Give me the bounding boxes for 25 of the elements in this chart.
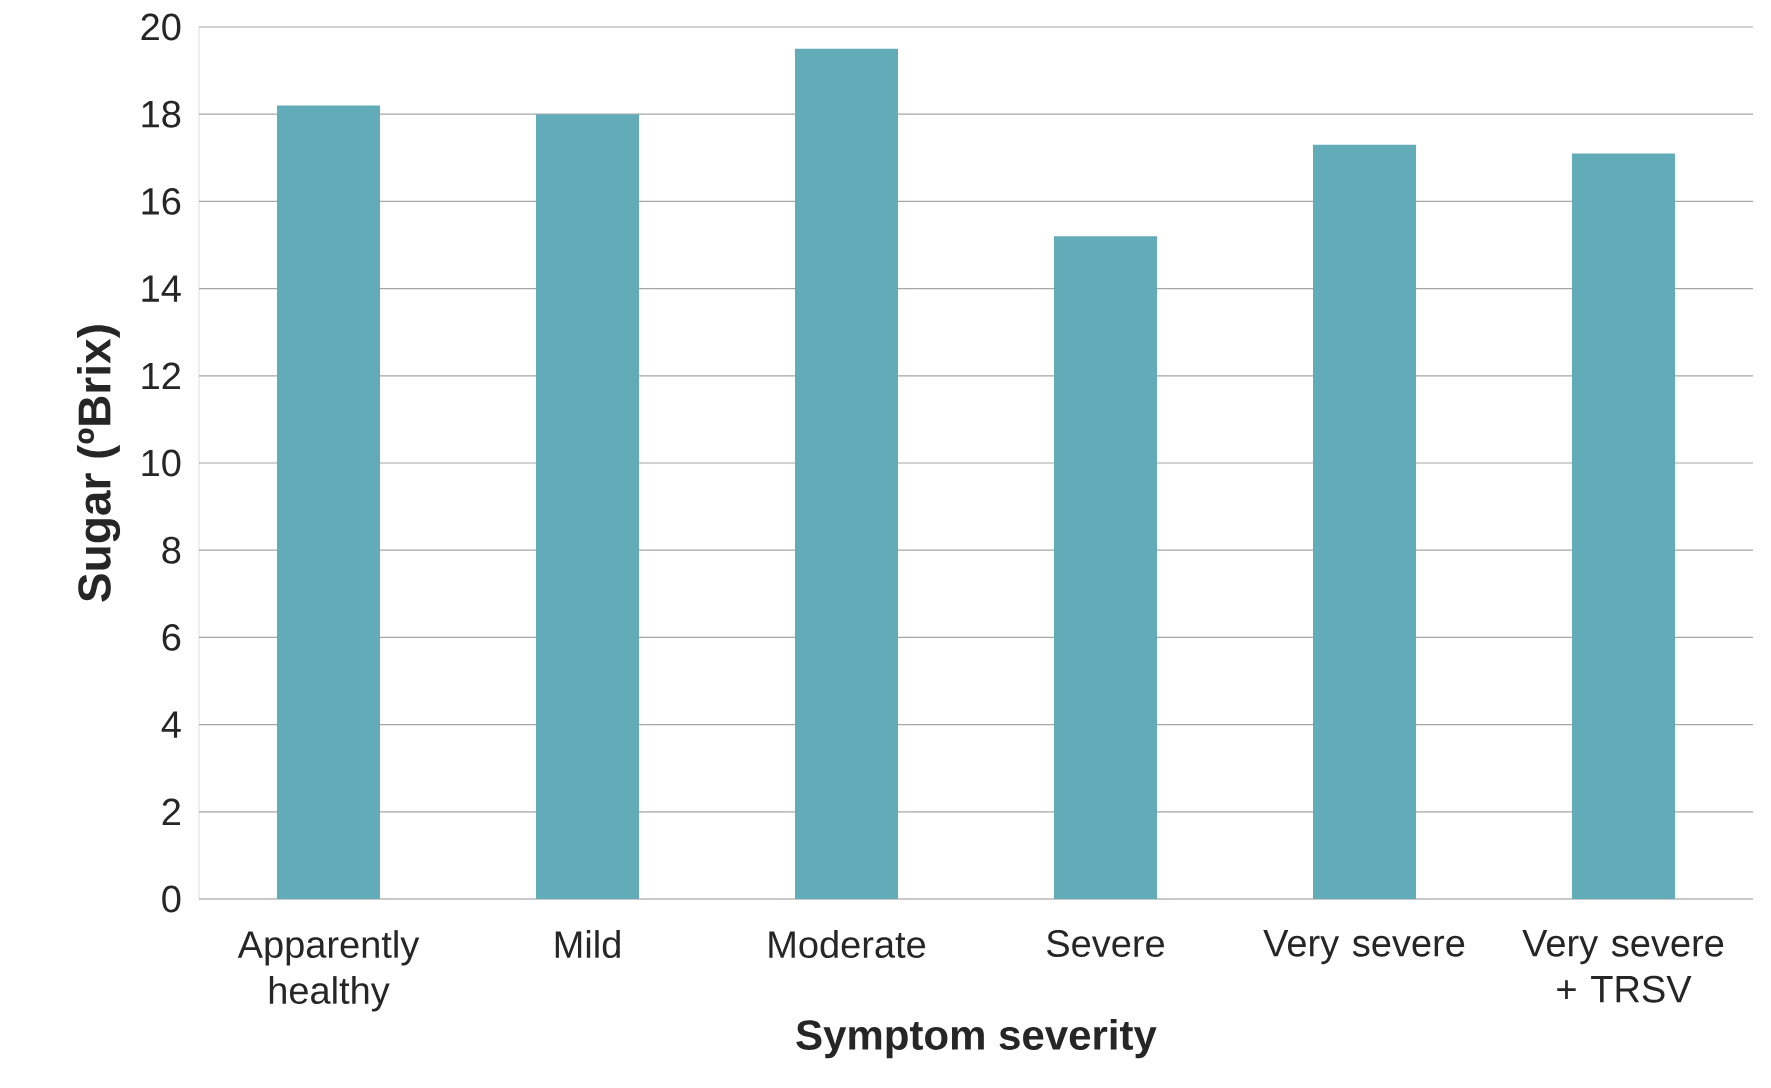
y-axis-title: Sugar (ºBrix): [77, 325, 121, 602]
y-tick-label: 14: [142, 275, 181, 302]
x-tick-label: Moderate: [769, 930, 926, 959]
x-axis-title: Symptom severity: [796, 1019, 1157, 1059]
y-tick-label: 6: [162, 623, 181, 651]
y-tick-label: 20: [141, 13, 181, 41]
y-tick-label: 2: [162, 798, 180, 826]
x-tick-label: Very severe: [1263, 930, 1465, 965]
bar: [795, 48, 898, 899]
x-tick-label: Apparently healthy: [237, 930, 420, 1012]
x-tick-label: Severe: [1047, 930, 1165, 958]
x-tick-label: Mild: [555, 930, 620, 959]
bar: [536, 114, 639, 899]
bar: [277, 105, 381, 899]
bar: [1313, 144, 1416, 899]
y-tick-label: 8: [162, 536, 181, 564]
y-tick-label: 10: [142, 449, 181, 477]
bar: [1054, 236, 1157, 899]
y-tick-label: 4: [161, 711, 181, 738]
y-tick-label: 18: [142, 100, 181, 128]
x-tick-label: Very severe + TRSV: [1522, 930, 1724, 1003]
y-tick-label: 0: [162, 885, 181, 913]
y-tick-label: 12: [142, 362, 180, 390]
bar: [1572, 153, 1675, 899]
y-tick-label: 16: [142, 187, 181, 215]
